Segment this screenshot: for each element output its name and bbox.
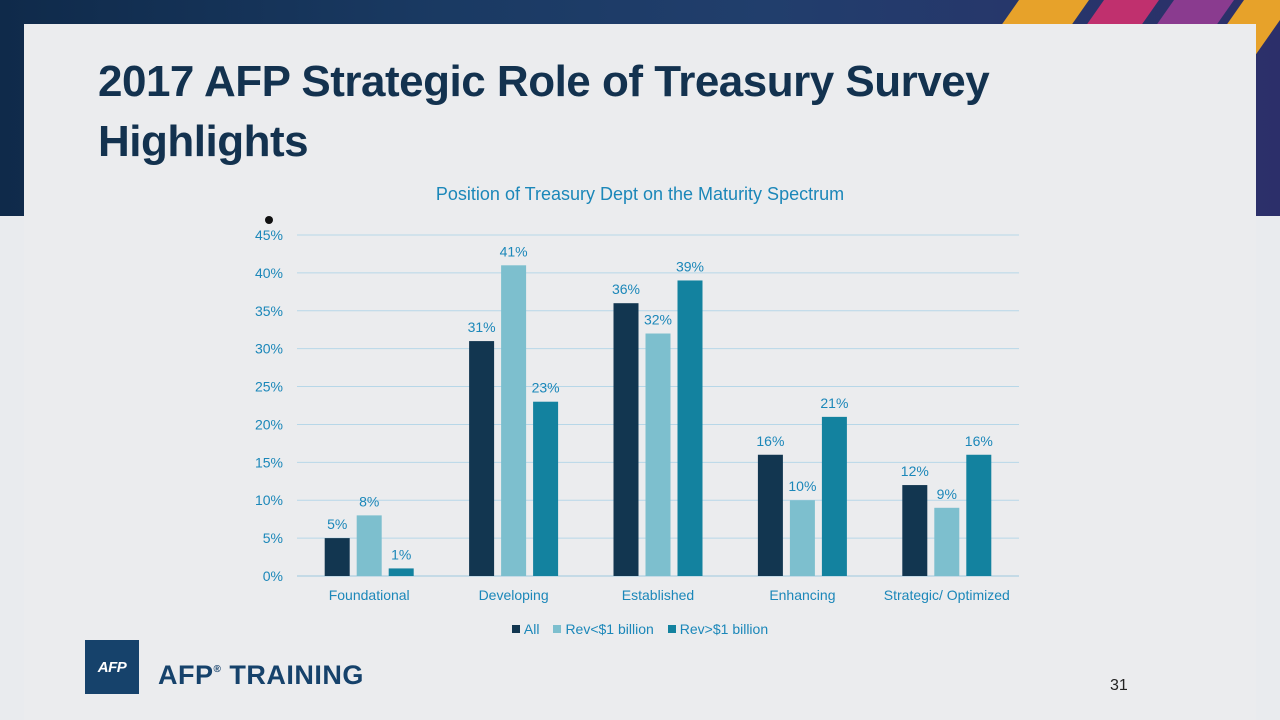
bar [324,538,350,576]
brand-org: AFP [158,660,214,690]
legend-swatch [511,625,520,633]
data-label: 21% [820,395,848,411]
chart-title: Position of Treasury Dept on the Maturit… [435,184,845,204]
data-label: 16% [756,433,784,449]
bar [789,500,815,576]
slide-title: 2017 AFP Strategic Role of Treasury Surv… [98,57,990,166]
bullet-dot [265,216,273,224]
bar [356,515,382,576]
x-category-label: Developing [479,587,549,603]
x-category-label: Strategic/ Optimized [884,587,1010,603]
afp-logo: AFP [85,640,139,694]
registered-mark: ® [213,664,222,675]
brand-suffix: TRAINING [229,660,364,690]
bar [388,568,414,576]
legend-item-all: All [511,621,540,637]
data-label: 1% [391,546,411,562]
bar [677,280,703,576]
bar [645,333,671,576]
y-tick-label: 15% [255,454,283,470]
data-label: 39% [676,258,704,274]
bar [966,454,992,576]
legend-label: Rev>$1 billion [679,621,769,637]
data-label: 9% [937,486,957,502]
legend-item-rev-lt: Rev<$1 billion [553,621,654,637]
y-tick-label: 5% [263,530,283,546]
data-label: 36% [612,281,640,297]
data-label: 32% [644,312,672,328]
y-tick-label: 45% [255,227,283,243]
data-label: 5% [327,516,347,532]
bar [469,341,495,576]
bar-chart: 0% 5% 10% 15% 20% 25% 30% 35% 40% 45% 5% 8% 1% Founda… [255,227,1019,603]
data-label: 10% [788,478,816,494]
bar [902,485,928,576]
data-label: 23% [532,380,560,396]
bar [757,454,783,576]
chart-legend: All Rev<$1 billion Rev>$1 billion [0,621,1280,637]
x-category-label: Established [622,587,694,603]
y-tick-label: 30% [255,341,283,357]
legend-label: All [523,621,540,637]
legend-swatch [553,625,562,633]
logo-text: AFP [97,658,127,676]
data-label: 16% [965,433,993,449]
bar [613,303,639,576]
bar [934,507,960,576]
data-label: 41% [500,243,528,259]
slide-panel [24,24,1256,720]
x-category-label: Foundational [329,587,410,603]
legend-item-rev-gt: Rev>$1 billion [667,621,769,637]
y-tick-label: 10% [255,492,283,508]
y-tick-label: 0% [263,568,283,584]
y-tick-label: 35% [255,303,283,319]
brand-name: AFP® TRAINING [158,660,364,691]
bar [533,401,559,576]
y-tick-label: 20% [255,416,283,432]
bar [501,265,527,576]
x-category-label: Enhancing [769,587,835,603]
legend-label: Rev<$1 billion [565,621,654,637]
data-label: 31% [468,319,496,335]
y-tick-label: 25% [255,379,283,395]
y-tick-label: 40% [255,265,283,281]
data-label: 12% [901,463,929,479]
bar [821,416,847,576]
page-number: 31 [1110,677,1128,694]
data-label: 8% [359,493,379,509]
legend-swatch [667,625,676,633]
